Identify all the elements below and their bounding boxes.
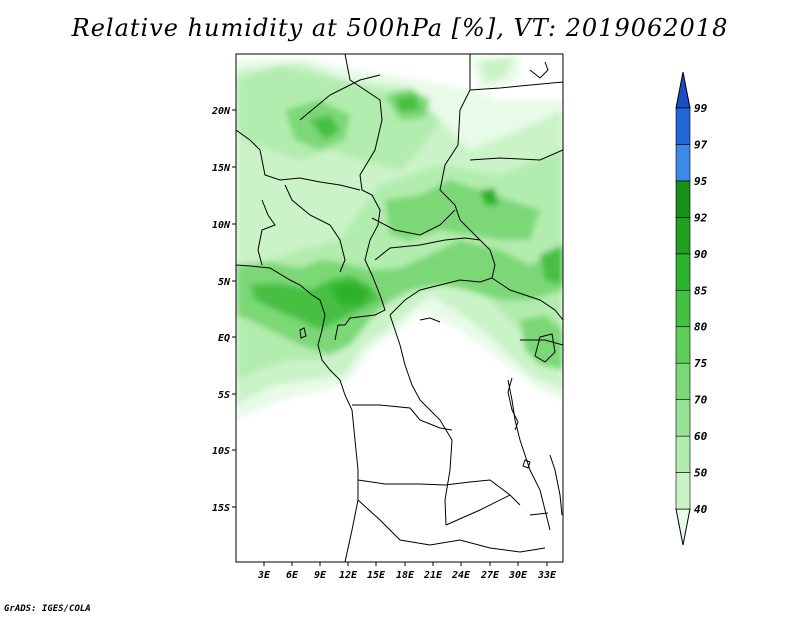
lake	[507, 377, 519, 431]
colorbar-label: 99	[694, 102, 708, 115]
map-frame	[235, 53, 564, 563]
map-title: Relative humidity at 500hPa [%], VT: 201…	[71, 14, 729, 42]
border	[371, 209, 456, 236]
lake	[522, 459, 531, 469]
lon-label: 6E	[286, 570, 299, 581]
lon-label: 9E	[314, 570, 327, 581]
colorbar-label: 50	[694, 467, 708, 480]
lake	[549, 454, 563, 516]
lat-label: 10N	[212, 220, 231, 231]
colorbar-label: 60	[694, 430, 708, 443]
border	[507, 379, 551, 531]
colorbar-label: 75	[694, 357, 708, 370]
colorbar-bottom-triangle	[675, 508, 691, 546]
border	[374, 237, 481, 261]
lake	[529, 512, 549, 516]
colorbar-label: 80	[694, 321, 708, 334]
colorbar-top-triangle	[675, 71, 691, 109]
lon-label: 33E	[537, 570, 557, 581]
lon-label: 30E	[508, 570, 528, 581]
border	[469, 81, 563, 91]
map-figure: 20N 15N 10N 5N EQ 5S 10S 15S 3E 6E 9E 12…	[211, 53, 708, 581]
border	[257, 199, 276, 266]
colorbar-label: 85	[694, 284, 708, 297]
humidity-region-90	[330, 282, 370, 305]
border	[357, 479, 521, 506]
lon-label: 15E	[367, 570, 386, 581]
border	[299, 74, 381, 121]
coastline	[529, 61, 549, 79]
border	[352, 404, 453, 431]
border	[357, 499, 546, 553]
colorbar-box	[675, 144, 691, 182]
lake	[299, 327, 307, 339]
humidity-region-75	[385, 180, 540, 240]
coastline	[236, 264, 359, 562]
lat-label: 15N	[212, 163, 231, 174]
humidity-region-85	[540, 245, 563, 285]
humidity-region-85	[395, 95, 420, 112]
colorbar-box	[675, 253, 691, 291]
colorbar-box	[675, 326, 691, 364]
lat-ticks	[232, 109, 236, 508]
lon-label: 3E	[257, 570, 271, 581]
border	[389, 314, 453, 526]
colorbar-box	[675, 472, 691, 510]
lake	[419, 317, 441, 323]
lon-label: 18E	[396, 570, 415, 581]
lake	[534, 333, 556, 363]
lon-ticks	[263, 562, 548, 566]
colorbar-box	[675, 107, 691, 145]
border	[236, 129, 361, 191]
border	[469, 149, 563, 161]
border	[389, 54, 496, 316]
humidity-field	[236, 56, 563, 420]
colorbar-label: 95	[694, 175, 708, 188]
colorbar-box	[675, 180, 691, 218]
lon-label: 27E	[480, 570, 500, 581]
colorbar-box	[675, 289, 691, 328]
humidity-region-90	[480, 188, 498, 205]
border	[445, 494, 511, 526]
humidity-region-50	[480, 58, 515, 82]
colorbar-box	[675, 217, 691, 255]
colorbar: 40 50 60 70 75 80 85 90 92 95 97 99	[675, 71, 708, 546]
colorbar-box	[675, 435, 691, 473]
longitude-labels: 3E 6E 9E 12E 15E 18E 21E 24E 27E 30E 33E	[257, 570, 557, 581]
lat-label: EQ	[218, 333, 230, 344]
lat-label: 15S	[212, 503, 230, 514]
country-borders	[236, 54, 563, 562]
lat-label: 10S	[212, 446, 230, 457]
border	[520, 339, 563, 346]
lon-label: 24E	[451, 570, 471, 581]
colorbar-label: 92	[694, 211, 708, 224]
lat-label: 20N	[211, 106, 231, 117]
border	[284, 184, 346, 273]
humidity-region-75	[520, 315, 563, 370]
credit-text: GrADS: IGES/COLA	[4, 604, 91, 614]
border	[334, 54, 386, 341]
colorbar-label: 70	[694, 394, 708, 407]
colorbar-box	[675, 399, 691, 437]
colorbar-label: 40	[694, 503, 708, 516]
lon-label: 12E	[339, 570, 358, 581]
lat-label: 5S	[218, 390, 230, 401]
border	[491, 277, 563, 321]
colorbar-label: 90	[694, 248, 708, 261]
latitude-labels: 20N 15N 10N 5N EQ 5S 10S 15S	[211, 106, 231, 514]
colorbar-box	[675, 362, 691, 400]
lat-label: 5N	[218, 277, 231, 288]
colorbar-label: 97	[694, 138, 708, 151]
humidity-region-85	[310, 115, 340, 140]
lon-label: 21E	[423, 570, 443, 581]
